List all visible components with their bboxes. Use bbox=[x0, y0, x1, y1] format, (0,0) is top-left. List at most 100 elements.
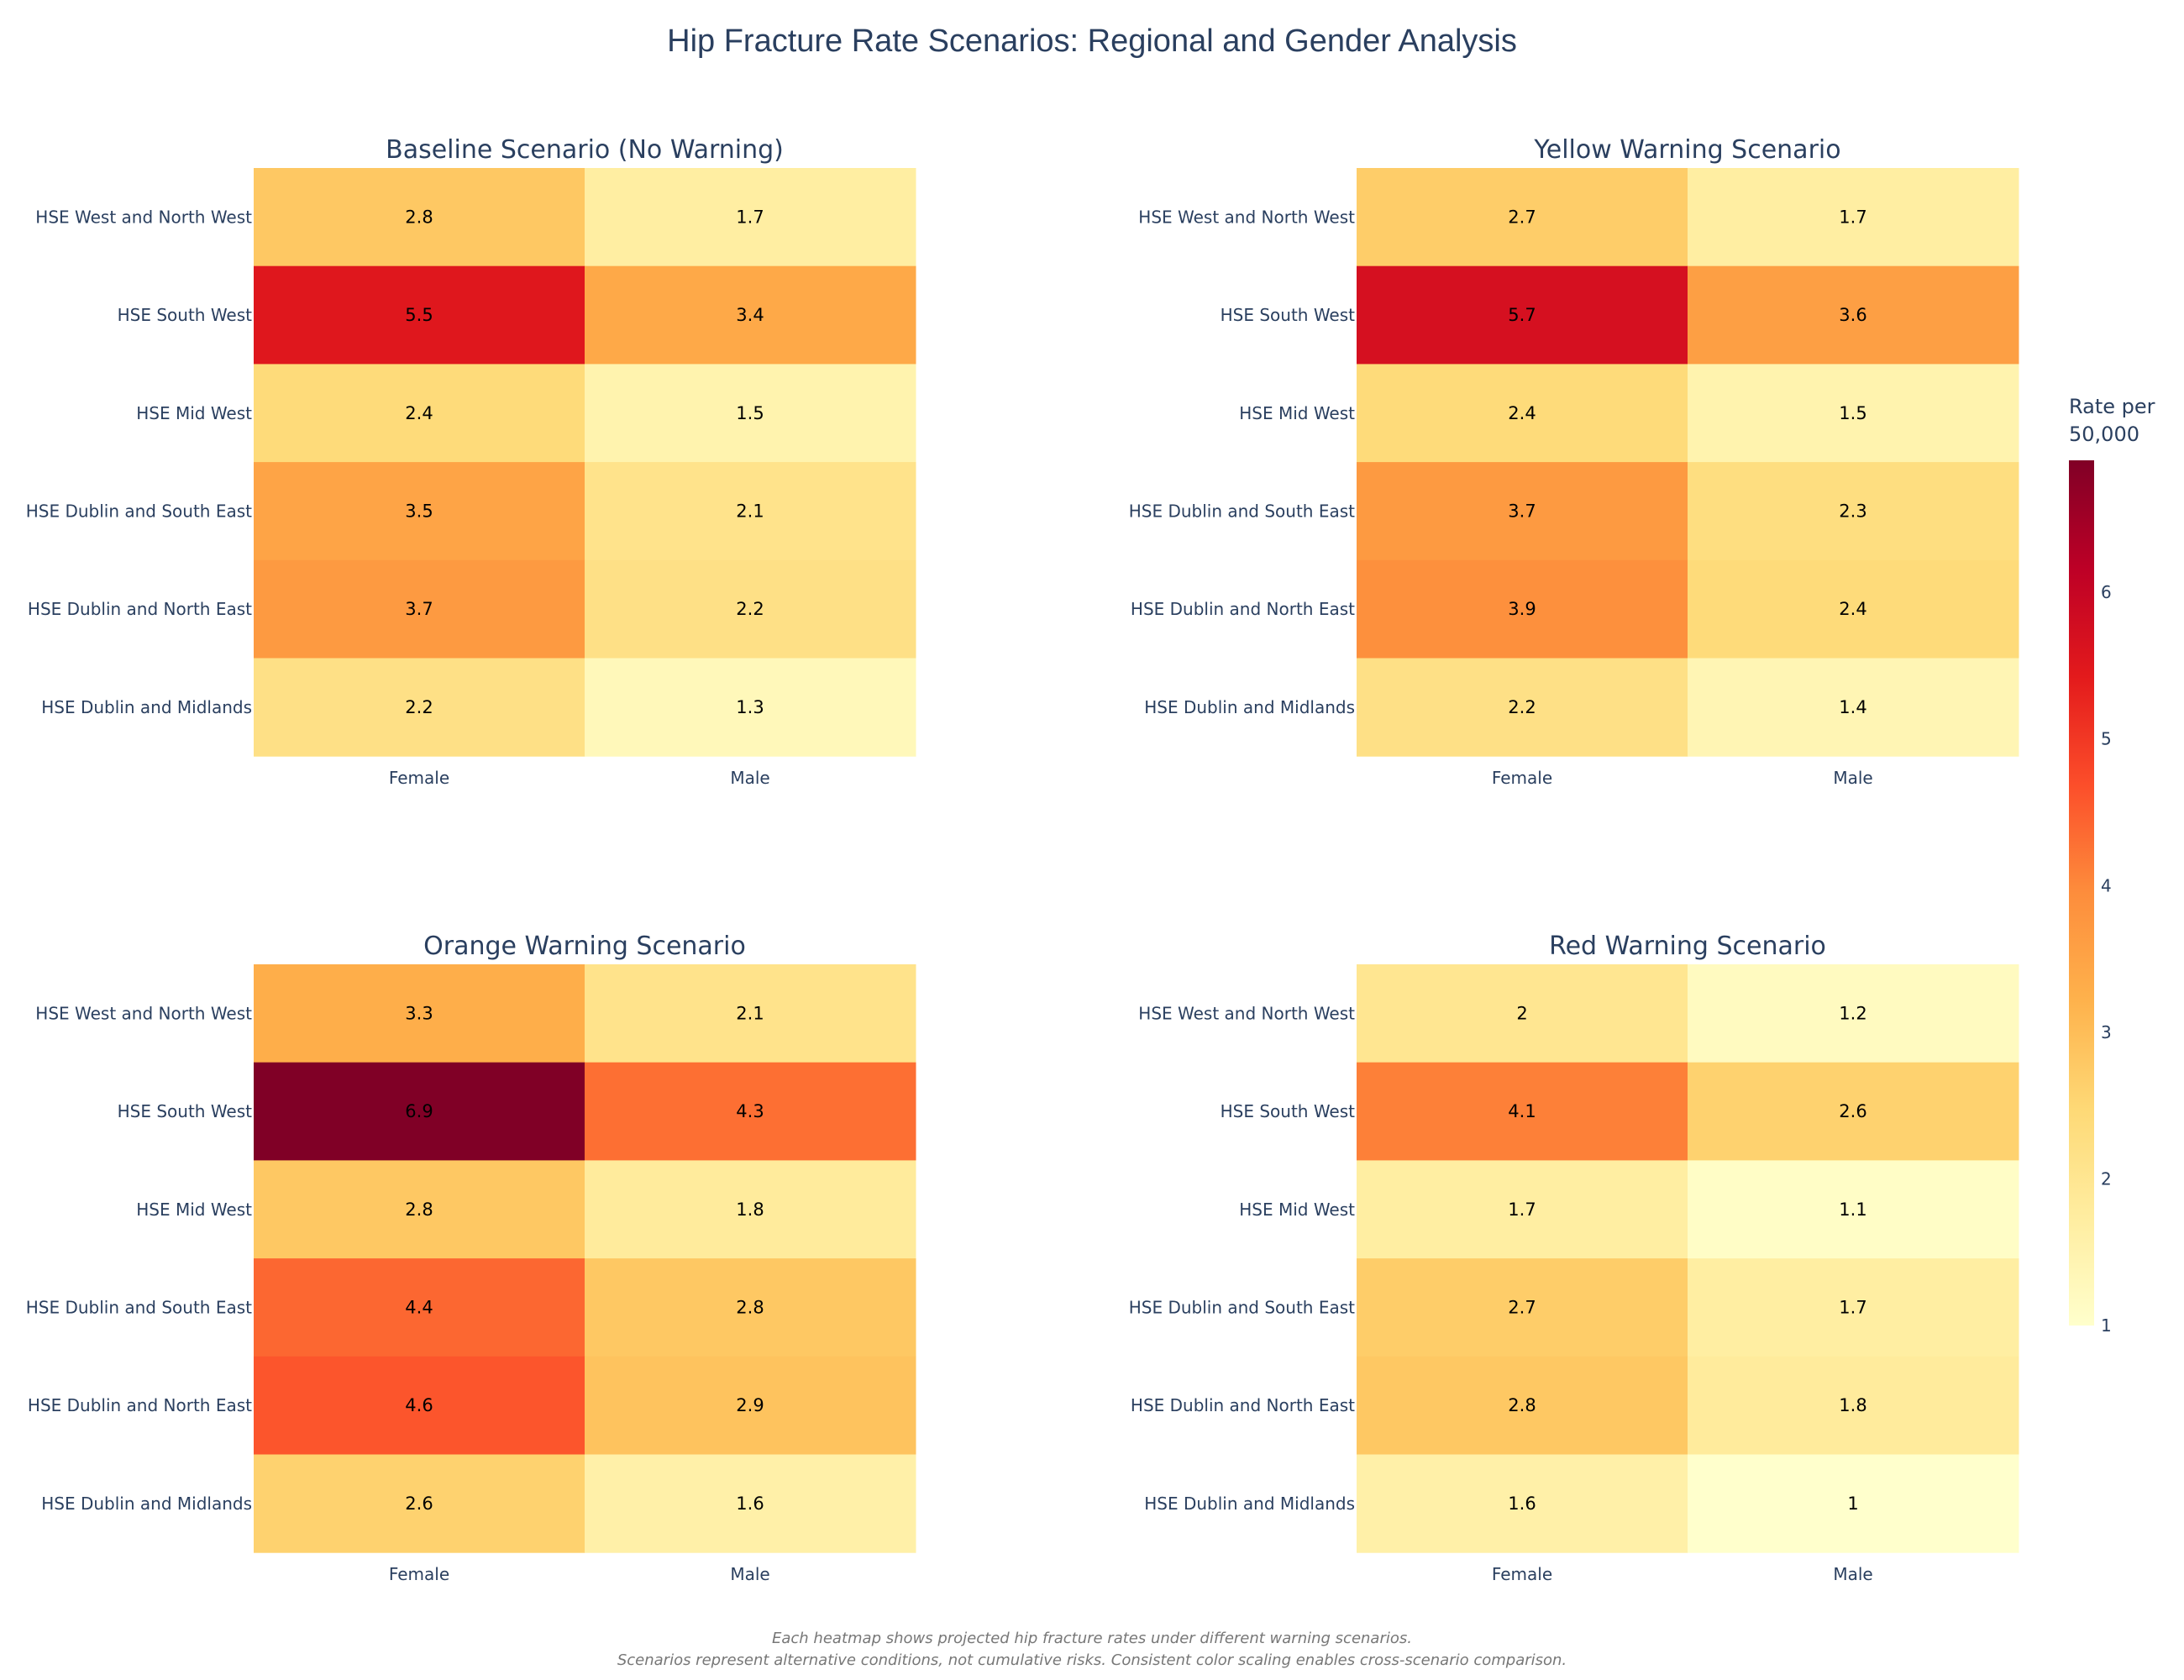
heatmap-cell bbox=[1688, 1062, 2019, 1161]
heatmap-cell bbox=[1688, 559, 2019, 659]
cell-value-label: 2.8 bbox=[736, 1297, 764, 1317]
cell-value-label: 2.8 bbox=[405, 207, 433, 227]
cell-value-label: 2 bbox=[1516, 1003, 1527, 1023]
cell-value-label: 2.1 bbox=[736, 501, 764, 521]
heatmap-cell bbox=[585, 964, 916, 1063]
region-tick-label: HSE West and North West bbox=[1138, 1003, 1355, 1023]
cell-value-label: 4.3 bbox=[736, 1101, 764, 1121]
region-tick-label: HSE Dublin and Midlands bbox=[1144, 697, 1355, 717]
cell-value-label: 3.7 bbox=[1508, 501, 1536, 521]
panel-title: Yellow Warning Scenario bbox=[1533, 135, 1840, 165]
colorbar-tick-label: 4 bbox=[2101, 875, 2112, 895]
region-tick-label: HSE Dublin and South East bbox=[26, 501, 252, 521]
heatmap-cell bbox=[254, 1356, 585, 1455]
cell-value-label: 1.6 bbox=[1508, 1494, 1536, 1514]
cell-value-label: 1.1 bbox=[1839, 1200, 1866, 1220]
cell-value-label: 2.8 bbox=[405, 1200, 433, 1220]
heatmap-panel-3: Orange Warning Scenario 3.3 2.1 HSE West an… bbox=[26, 932, 916, 1584]
heatmap-panel-4: Red Warning Scenario 2 1.2 HSE West and Nor… bbox=[1129, 932, 2019, 1584]
cell-value-label: 4.4 bbox=[405, 1297, 433, 1317]
chart-title: Hip Fracture Rate Scenarios: Regional an… bbox=[667, 24, 1517, 59]
heatmap-cell bbox=[585, 168, 916, 267]
cell-value-label: 1.3 bbox=[736, 697, 764, 717]
footnote-line-1: Each heatmap shows projected hip fractur… bbox=[772, 1630, 1412, 1647]
cell-value-label: 2.7 bbox=[1508, 207, 1536, 227]
heatmap-cell bbox=[1688, 1454, 2019, 1553]
heatmap-cell bbox=[585, 1258, 916, 1357]
colorbar-tick-label: 6 bbox=[2101, 582, 2112, 602]
cell-value-label: 2.4 bbox=[1839, 599, 1866, 619]
gender-tick-label: Male bbox=[730, 768, 769, 788]
heatmap-cell bbox=[254, 265, 585, 365]
cell-value-label: 4.6 bbox=[405, 1395, 433, 1415]
heatmap-cell bbox=[254, 1160, 585, 1259]
heatmap-cell bbox=[585, 559, 916, 659]
heatmap-panel-1: Baseline Scenario (No Warning) 2.8 1.7 HSE … bbox=[26, 135, 916, 788]
region-tick-label: HSE West and North West bbox=[35, 1003, 252, 1023]
cell-value-label: 1 bbox=[1847, 1494, 1858, 1514]
cell-value-label: 5.7 bbox=[1508, 305, 1536, 325]
gender-tick-label: Male bbox=[1833, 1564, 1872, 1584]
heatmap-cell bbox=[585, 364, 916, 463]
heatmap-cell bbox=[1357, 1062, 1688, 1161]
heatmap-cell bbox=[585, 1160, 916, 1259]
colorbar-title: Rate per 50,000 bbox=[2069, 395, 2155, 446]
heatmap-cell bbox=[1688, 964, 2019, 1063]
heatmap-cell bbox=[1357, 559, 1688, 659]
region-tick-label: HSE West and North West bbox=[35, 207, 252, 227]
colorbar-tick-label: 2 bbox=[2101, 1168, 2112, 1189]
heatmap-cell bbox=[1688, 265, 2019, 365]
heatmap-cell bbox=[254, 1062, 585, 1161]
panel-title: Baseline Scenario (No Warning) bbox=[386, 135, 784, 165]
region-tick-label: HSE Dublin and Midlands bbox=[41, 1494, 252, 1514]
heatmap-cell bbox=[1688, 1356, 2019, 1455]
region-tick-label: HSE Dublin and South East bbox=[1129, 501, 1355, 521]
heatmap-cell bbox=[585, 1062, 916, 1161]
gender-tick-label: Female bbox=[1492, 768, 1552, 788]
heatmap-cell bbox=[585, 462, 916, 561]
cell-value-label: 1.5 bbox=[736, 403, 764, 423]
cell-value-label: 5.5 bbox=[405, 305, 433, 325]
heatmap-cell bbox=[254, 1454, 585, 1553]
cell-value-label: 2.7 bbox=[1508, 1297, 1536, 1317]
heatmap-cell bbox=[1357, 364, 1688, 463]
cell-value-label: 4.1 bbox=[1508, 1101, 1536, 1121]
colorbar-tick-label: 1 bbox=[2101, 1315, 2112, 1336]
heatmap-cell bbox=[1357, 964, 1688, 1063]
region-tick-label: HSE Dublin and South East bbox=[26, 1297, 252, 1317]
heatmap-cell bbox=[1357, 265, 1688, 365]
cell-value-label: 2.2 bbox=[1508, 697, 1536, 717]
cell-value-label: 2.2 bbox=[405, 697, 433, 717]
gender-tick-label: Female bbox=[389, 1564, 449, 1584]
heatmap-cell bbox=[585, 658, 916, 757]
cell-value-label: 3.4 bbox=[736, 305, 764, 325]
gender-tick-label: Male bbox=[1833, 768, 1872, 788]
region-tick-label: HSE Mid West bbox=[136, 1200, 252, 1220]
panel-title: Red Warning Scenario bbox=[1549, 932, 1826, 961]
gender-tick-label: Female bbox=[389, 768, 449, 788]
cell-value-label: 6.9 bbox=[405, 1101, 433, 1121]
region-tick-label: HSE Mid West bbox=[1239, 403, 1355, 423]
heatmap-cell bbox=[585, 265, 916, 365]
heatmap-cell bbox=[254, 559, 585, 659]
cell-value-label: 2.4 bbox=[1508, 403, 1536, 423]
heatmap-cell bbox=[1688, 168, 2019, 267]
cell-value-label: 3.5 bbox=[405, 501, 433, 521]
cell-value-label: 1.7 bbox=[1508, 1200, 1536, 1220]
heatmap-cell bbox=[254, 1258, 585, 1357]
cell-value-label: 1.7 bbox=[1839, 1297, 1866, 1317]
cell-value-label: 2.4 bbox=[405, 403, 433, 423]
region-tick-label: HSE South West bbox=[118, 1101, 253, 1121]
cell-value-label: 2.6 bbox=[1839, 1101, 1866, 1121]
cell-value-label: 1.7 bbox=[1839, 207, 1866, 227]
region-tick-label: HSE Dublin and North East bbox=[28, 1395, 252, 1415]
heatmap-cell bbox=[1688, 658, 2019, 757]
cell-value-label: 1.8 bbox=[736, 1200, 764, 1220]
cell-value-label: 2.8 bbox=[1508, 1395, 1536, 1415]
cell-value-label: 2.1 bbox=[736, 1003, 764, 1023]
region-tick-label: HSE West and North West bbox=[1138, 207, 1355, 227]
heatmap-cell bbox=[254, 462, 585, 561]
heatmap-cell bbox=[585, 1356, 916, 1455]
cell-value-label: 3.3 bbox=[405, 1003, 433, 1023]
cell-value-label: 1.2 bbox=[1839, 1003, 1866, 1023]
